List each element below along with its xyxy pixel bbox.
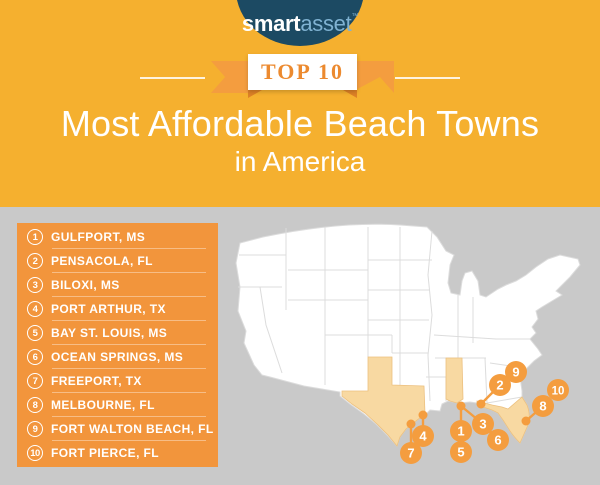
state-texas (341, 356, 426, 447)
location-dot (406, 419, 416, 429)
rank-badge: 9 (27, 421, 43, 437)
logo-smart: smart (241, 11, 301, 36)
list-item: 7 FREEPORT, TX (17, 369, 218, 393)
list-item: 2 PENSACOLA, FL (17, 249, 218, 273)
svg-text:3: 3 (479, 417, 486, 432)
svg-text:7: 7 (407, 446, 414, 461)
map-marker-8: 8 (532, 395, 554, 417)
rank-badge: 3 (27, 277, 43, 293)
top10-banner: TOP 10 (248, 54, 357, 90)
town-label: GULFPORT, MS (51, 230, 146, 244)
list-item: 1 GULFPORT, MS (17, 225, 218, 249)
ranked-list: 1 GULFPORT, MS 2 PENSACOLA, FL 3 BILOXI,… (17, 223, 218, 467)
rank-badge: 6 (27, 349, 43, 365)
logo-asset: asset (300, 11, 352, 36)
list-item: 8 MELBOURNE, FL (17, 393, 218, 417)
highlighted-states (341, 356, 530, 447)
town-label: BAY ST. LOUIS, MS (51, 326, 168, 340)
location-dot (521, 416, 531, 426)
svg-text:2: 2 (496, 378, 503, 393)
list-item: 6 OCEAN SPRINGS, MS (17, 345, 218, 369)
page-title: Most Affordable Beach Towns (60, 103, 540, 144)
rank-badge: 1 (27, 229, 43, 245)
svg-text:1: 1 (457, 424, 464, 439)
town-label: FORT WALTON BEACH, FL (51, 422, 214, 436)
map-marker-2: 2 (489, 374, 511, 396)
list-item: 9 FORT WALTON BEACH, FL (17, 417, 218, 441)
rank-badge: 7 (27, 373, 43, 389)
list-item: 4 PORT ARTHUR, TX (17, 297, 218, 321)
map-marker-9: 9 (505, 361, 527, 383)
town-label: PENSACOLA, FL (51, 254, 153, 268)
location-dot (418, 410, 428, 420)
map-marker-10: 10 (547, 379, 569, 401)
list-item: 3 BILOXI, MS (17, 273, 218, 297)
header: smartasset™ TOP 10 Most Affordable Beach… (0, 0, 600, 207)
map-marker-5: 5 (450, 441, 472, 463)
svg-text:8: 8 (539, 399, 546, 414)
ribbon-line-right (395, 77, 460, 79)
rank-badge: 5 (27, 325, 43, 341)
map-markers: 9 10 2 8 36 1 5 47 (400, 361, 569, 464)
map-marker-3: 3 (472, 413, 494, 435)
logo-trademark: ™ (351, 13, 359, 20)
map-marker-1: 1 (450, 420, 472, 442)
rank-badge: 4 (27, 301, 43, 317)
map-marker-4: 4 (412, 425, 434, 447)
rank-badge: 8 (27, 397, 43, 413)
page-subtitle: in America (234, 146, 366, 177)
town-label: BILOXI, MS (51, 278, 120, 292)
svg-text:5: 5 (457, 445, 464, 460)
state-mississippi (445, 357, 464, 404)
banner-label: TOP 10 (260, 59, 345, 84)
state-florida (476, 396, 530, 444)
svg-text:10: 10 (552, 386, 565, 398)
ribbon-line-left (140, 77, 205, 79)
town-label: FREEPORT, TX (51, 374, 142, 388)
map-marker-6: 6 (487, 429, 509, 451)
us-map: 9 10 2 8 36 1 5 47 (235, 223, 581, 464)
town-label: MELBOURNE, FL (51, 398, 155, 412)
svg-text:9: 9 (512, 365, 519, 380)
svg-text:4: 4 (419, 429, 427, 444)
town-label: PORT ARTHUR, TX (51, 302, 166, 316)
svg-text:6: 6 (494, 433, 501, 448)
list-item: 10 FORT PIERCE, FL (17, 441, 218, 465)
map-marker-7: 7 (400, 442, 422, 464)
town-label: OCEAN SPRINGS, MS (51, 350, 184, 364)
rank-badge: 2 (27, 253, 43, 269)
rank-badge: 10 (27, 445, 43, 461)
location-dot (476, 399, 486, 409)
smartasset-logo: smartasset™ (0, 11, 600, 37)
ribbon-fold-left (248, 90, 262, 98)
town-label: FORT PIERCE, FL (51, 446, 159, 460)
list-item: 5 BAY ST. LOUIS, MS (17, 321, 218, 345)
ribbon-fold-right (343, 90, 357, 98)
location-dot (456, 401, 466, 411)
